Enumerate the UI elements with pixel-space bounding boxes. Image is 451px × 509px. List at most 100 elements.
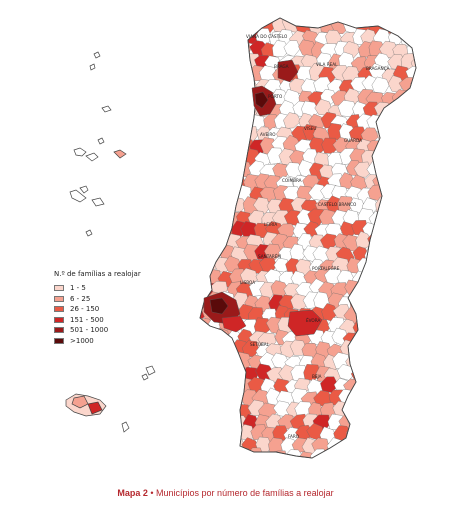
municipality	[200, 244, 211, 262]
legend-label: 26 - 150	[70, 305, 100, 314]
municipality	[213, 327, 230, 347]
municipality	[356, 303, 373, 322]
municipality	[380, 235, 398, 254]
municipality	[200, 40, 218, 57]
municipality	[397, 364, 416, 382]
city-label: LISBOA	[240, 280, 255, 285]
municipality	[391, 424, 411, 441]
municipality	[377, 354, 398, 372]
municipality	[200, 437, 212, 455]
municipality	[218, 436, 239, 454]
municipality	[200, 187, 207, 204]
municipality	[387, 126, 404, 143]
municipality	[404, 209, 416, 228]
municipality	[385, 18, 405, 22]
municipality	[225, 379, 243, 396]
city-label: GUARDA	[344, 138, 362, 143]
legend-label: 151 - 500	[70, 315, 104, 324]
municipality	[218, 174, 237, 192]
municipality	[387, 316, 405, 334]
municipality	[405, 450, 416, 458]
legend-item: 1 - 5	[54, 283, 141, 294]
municipality	[399, 319, 416, 335]
municipality	[408, 172, 416, 189]
municipality	[364, 18, 382, 22]
municipality	[362, 268, 382, 284]
municipality	[355, 449, 373, 458]
municipality	[200, 196, 212, 214]
azores-islands	[69, 51, 127, 237]
city-label: ÉVORA	[306, 318, 320, 323]
municipality	[355, 231, 373, 249]
municipality	[410, 77, 416, 95]
legend-label: 501 - 1000	[70, 326, 109, 335]
municipality	[368, 307, 386, 324]
municipality	[200, 175, 212, 192]
municipality	[374, 52, 392, 69]
legend-label: 1 - 5	[70, 284, 86, 293]
municipality	[202, 111, 219, 130]
municipality	[219, 126, 237, 145]
municipality	[399, 389, 416, 406]
legend-swatch	[54, 337, 64, 344]
city-label: VISEU	[304, 126, 316, 131]
municipality	[217, 55, 234, 73]
municipality	[403, 351, 416, 370]
municipality	[205, 388, 223, 407]
municipality	[244, 18, 262, 23]
municipality	[213, 112, 231, 130]
municipality	[380, 424, 400, 442]
municipality	[216, 31, 235, 47]
municipality	[224, 354, 243, 372]
legend-swatch	[54, 306, 64, 313]
municipality	[314, 18, 333, 24]
municipality	[220, 367, 239, 385]
municipality	[391, 354, 409, 371]
municipality	[404, 18, 416, 36]
municipality	[399, 221, 416, 239]
municipality	[389, 208, 410, 226]
municipality	[200, 341, 213, 358]
municipality	[381, 279, 400, 297]
municipality	[342, 449, 362, 458]
municipality	[407, 147, 416, 164]
municipality	[299, 18, 319, 25]
municipality	[353, 161, 372, 178]
municipality	[221, 138, 240, 156]
city-label: LEIRIA	[264, 222, 277, 227]
municipality	[204, 436, 223, 454]
municipality	[386, 149, 406, 166]
municipality	[200, 139, 206, 156]
municipality	[256, 18, 274, 24]
municipality	[326, 18, 345, 22]
municipality	[379, 209, 398, 226]
legend-title: N.º de famílias a realojar	[54, 270, 141, 278]
municipality	[373, 414, 391, 430]
caption-separator: •	[147, 488, 157, 498]
municipality	[321, 450, 339, 458]
evora-area	[287, 309, 323, 337]
municipality	[352, 18, 370, 22]
city-label: COIMBRA	[282, 178, 302, 183]
municipality	[212, 402, 230, 420]
municipality	[263, 451, 279, 458]
municipality	[392, 184, 410, 202]
municipality	[200, 77, 209, 96]
municipality	[200, 402, 206, 420]
municipality	[360, 388, 380, 406]
municipality	[387, 439, 406, 455]
municipality	[218, 75, 235, 95]
municipality	[382, 307, 401, 325]
municipality	[361, 363, 380, 381]
municipality	[412, 125, 416, 145]
municipality	[403, 184, 416, 202]
municipality	[371, 76, 390, 94]
municipality	[336, 18, 356, 22]
legend-item: 26 - 150	[54, 304, 141, 315]
municipality	[212, 41, 230, 59]
municipality	[403, 280, 416, 298]
municipality	[406, 428, 416, 444]
municipality	[200, 92, 205, 110]
lisbon-core	[209, 297, 229, 315]
municipality	[200, 222, 214, 240]
